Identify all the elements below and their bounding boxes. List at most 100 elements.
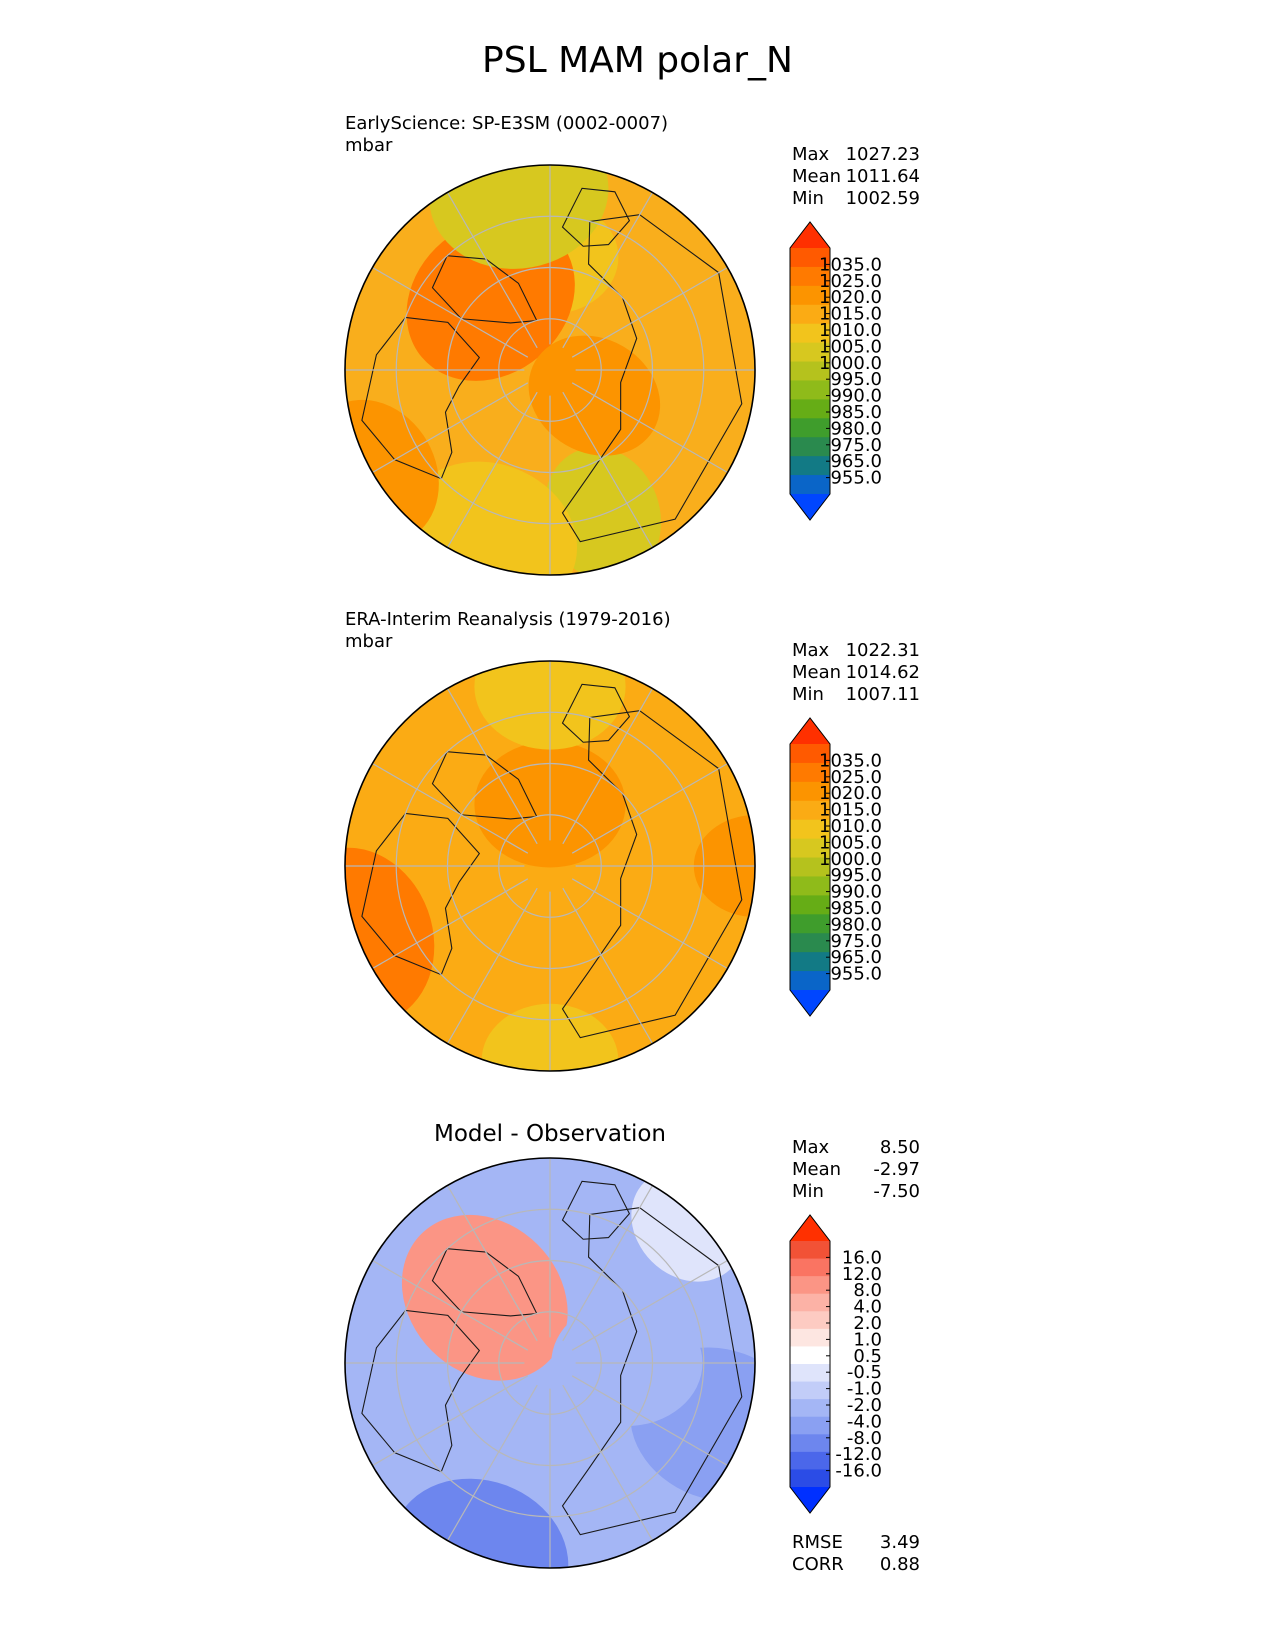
colorbar-tick-label: 995.0 (830, 369, 882, 390)
panel3-min-value: -7.50 (873, 1181, 920, 1202)
panel2-stats: Max 1022.31 Mean 1014.62 Min 1007.11 (792, 640, 920, 706)
coastline-3 (561, 187, 631, 247)
colorbar-extend-top (790, 1215, 830, 1241)
colorbar-tick-label: 965.0 (830, 947, 882, 968)
panel3-corr-label: CORR (792, 1554, 844, 1575)
colorbar-extend-bottom (790, 494, 830, 520)
longitude-line (562, 391, 654, 548)
colorbar-segment-5 (790, 342, 830, 363)
coastline-0 (431, 751, 538, 820)
longitude-line (372, 1259, 529, 1351)
colorbar-tick-label: 955.0 (830, 468, 882, 489)
longitude-line (571, 878, 728, 970)
colorbar-outline (789, 221, 831, 521)
field-region-4 (429, 165, 609, 269)
colorbar-tick-label: 1020.0 (819, 287, 882, 308)
panel3-max-label: Max (792, 1137, 830, 1158)
panel1-stats: Max 1027.23 Mean 1011.64 Min 1002.59 (792, 144, 920, 210)
panel3-rmse-label: RMSE (792, 1532, 843, 1553)
colorbar-outline (789, 1214, 831, 1514)
colorbar-tick-label: 0.5 (853, 1346, 882, 1367)
longitude-line (571, 382, 728, 474)
colorbar-tick-label: -1.0 (847, 1379, 882, 1400)
colorbar-tick-label: 1035.0 (819, 254, 882, 275)
colorbar-tick-label: 995.0 (830, 865, 882, 886)
longitude-line (446, 192, 538, 349)
colorbar-tick-label: -4.0 (847, 1411, 882, 1432)
colorbar-tick-label: 1035.0 (819, 750, 882, 771)
colorbar-segment-12 (790, 475, 830, 495)
colorbar-segment-5 (790, 1328, 830, 1347)
colorbar-tick-label: 4.0 (853, 1297, 882, 1318)
colorbar-segment-0 (790, 248, 830, 268)
colorbar-tick-label: 1010.0 (819, 320, 882, 341)
colorbar-segment-9 (790, 914, 830, 934)
panel1-units: mbar (345, 135, 393, 156)
panel3-max-value: 8.50 (879, 1137, 920, 1158)
longitude-line (562, 887, 654, 1044)
coastline-3 (561, 1180, 631, 1240)
colorbar-tick-label: 2.0 (853, 1313, 882, 1334)
panel2-min-value: 1007.11 (845, 684, 920, 705)
colorbar-tick-label: -12.0 (835, 1444, 882, 1465)
longitude-line (571, 1375, 728, 1467)
colorbar-tick-label: 980.0 (830, 914, 882, 935)
colorbar-tick-label: 1010.0 (819, 816, 882, 837)
coastline-1 (361, 1309, 481, 1473)
coastline-1 (361, 316, 481, 480)
panel2-polar-map (344, 660, 756, 1072)
colorbar-tick-label: -16.0 (835, 1461, 882, 1482)
figure-title: PSL MAM polar_N (482, 40, 793, 81)
colorbar-segment-8 (790, 399, 830, 419)
longitude-line (372, 762, 529, 854)
colorbar-extend-top (790, 718, 830, 744)
coastline-3 (561, 683, 631, 743)
longitude-line (372, 878, 529, 970)
colorbar-segment-12 (790, 971, 830, 991)
colorbar-tick-label: 1020.0 (819, 783, 882, 804)
colorbar-segment-8 (790, 1381, 830, 1400)
colorbar-segment-3 (790, 1293, 830, 1312)
colorbar-segment-2 (790, 285, 830, 306)
colorbar-segment-3 (790, 304, 830, 325)
panel3-min-label: Min (792, 1181, 824, 1202)
colorbar-tick-label: 1025.0 (819, 767, 882, 788)
panel1-min-value: 1002.59 (845, 188, 920, 209)
colorbar-tick-label: 975.0 (830, 931, 882, 952)
panel1-polar-map (344, 164, 756, 576)
colorbar-tick-label: 980.0 (830, 418, 882, 439)
colorbar-segment-11 (790, 1434, 830, 1453)
colorbar-segment-4 (790, 323, 830, 344)
panel2-mean-value: 1014.62 (845, 662, 920, 683)
colorbar-segment-4 (790, 1311, 830, 1330)
colorbar-tick-label: 1015.0 (819, 304, 882, 325)
colorbar-tick-label: 990.0 (830, 386, 882, 407)
colorbar-segment-7 (790, 380, 830, 400)
colorbar-segment-5 (790, 838, 830, 859)
colorbar-extend-bottom (790, 990, 830, 1016)
panel1-mean-label: Mean (792, 166, 842, 187)
colorbar-extend-top (790, 222, 830, 248)
panel1-title: EarlySciencе: SP-E3SM (0002-0007) mbar (345, 113, 668, 157)
panel2-max-label: Max (792, 640, 830, 661)
panel2-min-label: Min (792, 684, 824, 705)
colorbar-tick-label: 985.0 (830, 898, 882, 919)
colorbar-segment-1 (790, 762, 830, 783)
panel3-rmse-value: 3.49 (879, 1532, 920, 1553)
colorbar-tick-label: -2.0 (847, 1395, 882, 1416)
colorbar-segment-3 (790, 800, 830, 821)
panel3-metrics: RMSE 3.49 CORR 0.88 (792, 1532, 920, 1576)
panel1-min-label: Min (792, 188, 824, 209)
colorbar-tick-label: 975.0 (830, 435, 882, 456)
colorbar-tick-label: -0.5 (847, 1362, 882, 1383)
colorbar-tick-label: 1005.0 (819, 336, 882, 357)
colorbar-outline (789, 717, 831, 1017)
longitude-line (372, 1375, 529, 1467)
panel3-mean-value: -2.97 (873, 1159, 920, 1180)
panel2-mean-label: Mean (792, 662, 842, 683)
panel1-max-value: 1027.23 (845, 144, 920, 165)
coastline-0 (431, 1248, 538, 1317)
panel3-corr-value: 0.88 (879, 1554, 920, 1575)
panel1-max-label: Max (792, 144, 830, 165)
colorbar-tick-label: 990.0 (830, 882, 882, 903)
